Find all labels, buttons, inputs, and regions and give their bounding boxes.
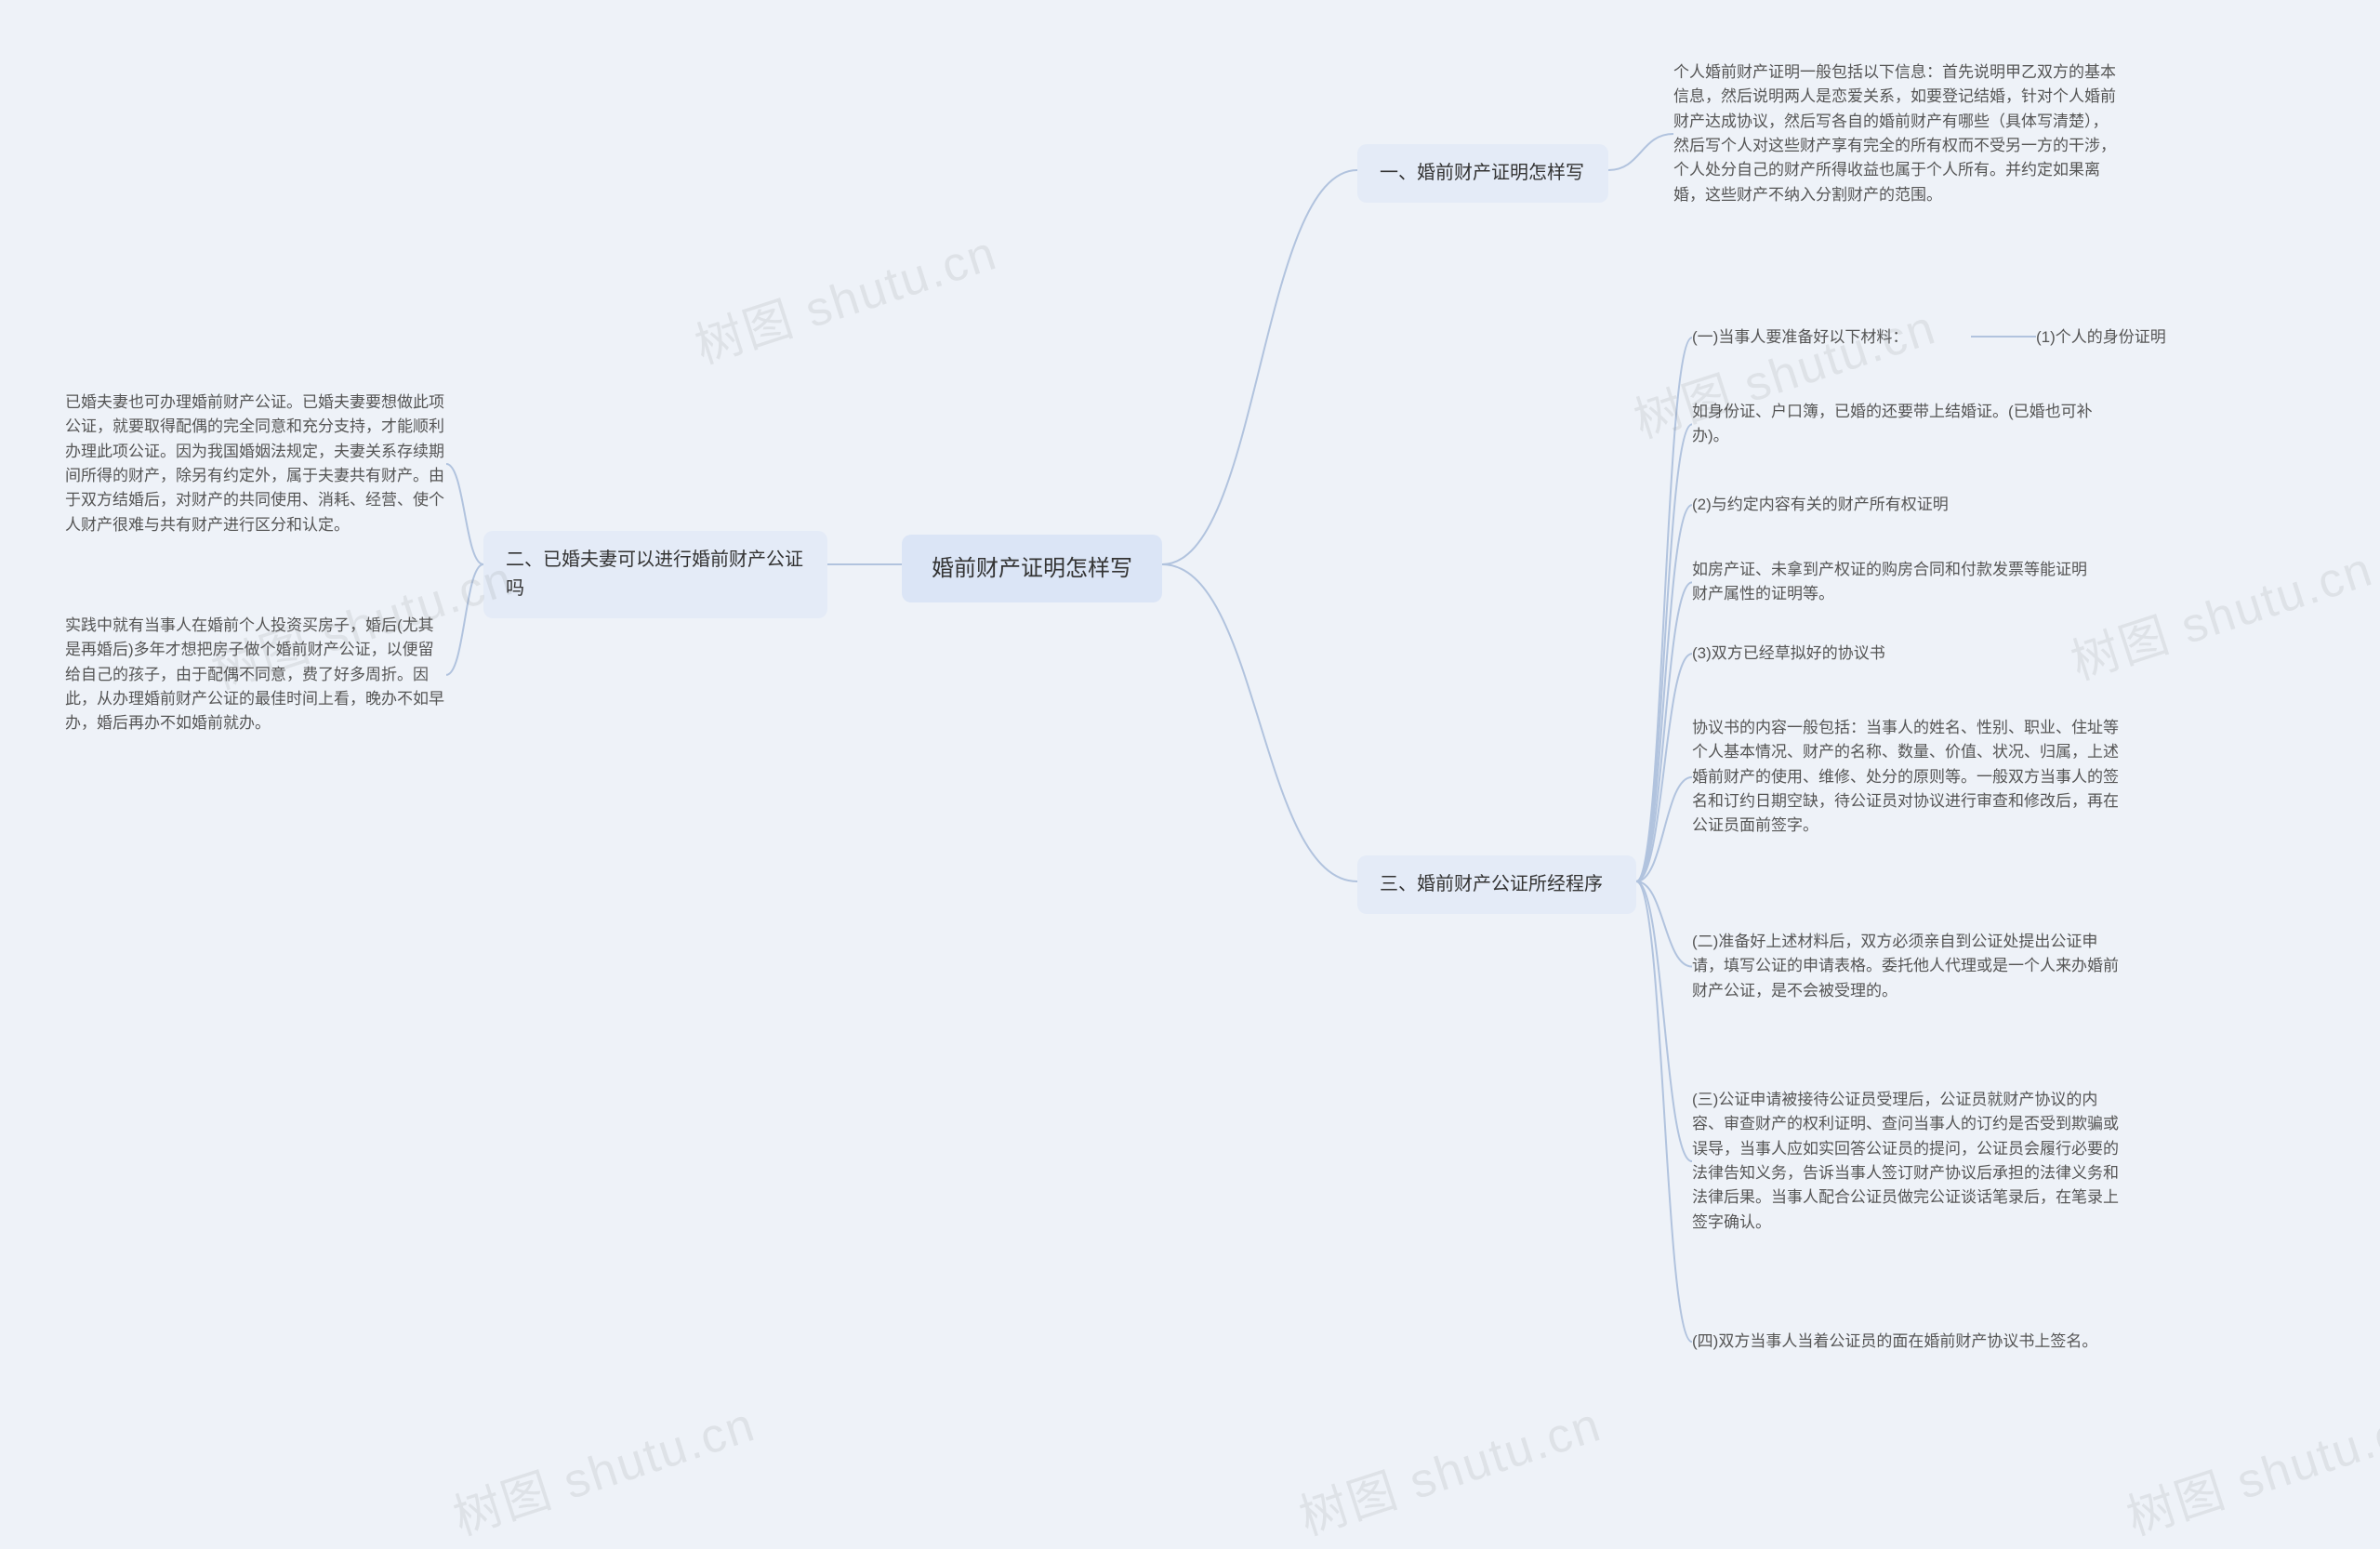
watermark: 树图 shutu.cn <box>685 214 1005 377</box>
leaf-node-b2c2: 实践中就有当事人在婚前个人投资买房子，婚后(尤其是再婚后)多年才想把房子做个婚前… <box>65 614 446 736</box>
leaf-node-b3c5: (3)双方已经草拟好的协议书 <box>1692 642 1971 666</box>
branch-node-b1[interactable]: 一、婚前财产证明怎样写 <box>1357 144 1608 203</box>
leaf-node-b3c1a: (1)个人的身份证明 <box>2036 325 2203 350</box>
leaf-node-b3c4: 如房产证、未拿到产权证的购房合同和付款发票等能证明财产属性的证明等。 <box>1692 558 2101 607</box>
leaf-node-b2c1: 已婚夫妻也可办理婚前财产公证。已婚夫妻要想做此项公证，就要取得配偶的完全同意和充… <box>65 391 446 537</box>
leaf-node-b3c6: 协议书的内容一般包括：当事人的姓名、性别、职业、住址等个人基本情况、财产的名称、… <box>1692 716 2129 839</box>
leaf-node-b3c2: 如身份证、户口簿，已婚的还要带上结婚证。(已婚也可补办)。 <box>1692 400 2101 449</box>
branch-node-b3[interactable]: 三、婚前财产公证所经程序 <box>1357 855 1636 914</box>
root-node[interactable]: 婚前财产证明怎样写 <box>902 535 1162 602</box>
branch-node-b2[interactable]: 二、已婚夫妻可以进行婚前财产公证吗 <box>483 531 827 618</box>
watermark: 树图 shutu.cn <box>443 1385 763 1548</box>
watermark: 树图 shutu.cn <box>2061 530 2380 693</box>
watermark: 树图 shutu.cn <box>1289 1385 1609 1548</box>
leaf-node-b3c7: (二)准备好上述材料后，双方必须亲自到公证处提出公证申请，填写公证的申请表格。委… <box>1692 930 2129 1003</box>
leaf-node-b3c8: (三)公证申请被接待公证员受理后，公证员就财产协议的内容、审查财产的权利证明、查… <box>1692 1088 2129 1235</box>
leaf-node-b1c1: 个人婚前财产证明一般包括以下信息：首先说明甲乙双方的基本信息，然后说明两人是恋爱… <box>1673 60 2120 207</box>
leaf-node-b3c1: (一)当事人要准备好以下材料： <box>1692 325 1971 350</box>
leaf-node-b3c3: (2)与约定内容有关的财产所有权证明 <box>1692 493 2027 517</box>
leaf-node-b3c9: (四)双方当事人当着公证员的面在婚前财产协议书上签名。 <box>1692 1330 2129 1354</box>
watermark: 树图 shutu.cn <box>2117 1385 2380 1548</box>
